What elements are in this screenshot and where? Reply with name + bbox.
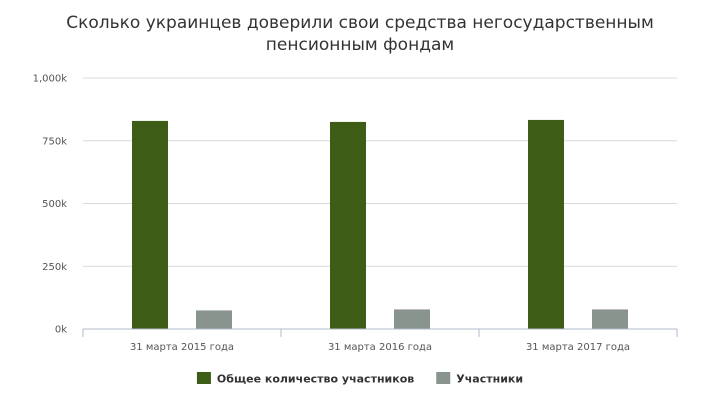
x-tick-label: 31 марта 2015 года xyxy=(130,342,234,353)
legend-label: Участники xyxy=(456,373,523,386)
grid-lines xyxy=(83,78,677,266)
y-tick-label: 250k xyxy=(42,262,67,273)
legend-swatch xyxy=(436,372,450,384)
y-tick-label: 750k xyxy=(42,136,67,147)
chart-title: Сколько украинцев доверили свои средства… xyxy=(66,13,654,55)
y-tick-label: 0k xyxy=(55,325,67,336)
bar xyxy=(196,310,232,329)
y-tick-label: 500k xyxy=(42,199,67,210)
x-axis: 31 марта 2015 года 31 марта 2016 года 31 м… xyxy=(83,329,677,353)
y-tick-label: 1,000k xyxy=(33,74,68,85)
bar xyxy=(330,122,366,329)
bars xyxy=(132,120,628,329)
legend: Общее количество участников Участники xyxy=(197,372,523,386)
legend-item: Участники xyxy=(436,372,523,386)
bar xyxy=(528,120,564,329)
bar xyxy=(132,121,168,329)
chart-title-line-2: пенсионным фондам xyxy=(266,35,454,55)
legend-swatch xyxy=(197,372,211,384)
x-tick-label: 31 марта 2016 года xyxy=(328,342,432,353)
y-axis: 0k 250k 500k 750k 1,000k xyxy=(33,74,68,336)
bar xyxy=(394,309,430,329)
bar xyxy=(592,309,628,329)
x-tick-label: 31 марта 2017 года xyxy=(526,342,630,353)
legend-label: Общее количество участников xyxy=(217,373,414,386)
chart-title-line-1: Сколько украинцев доверили свои средства… xyxy=(66,13,654,33)
legend-item: Общее количество участников xyxy=(197,372,414,386)
